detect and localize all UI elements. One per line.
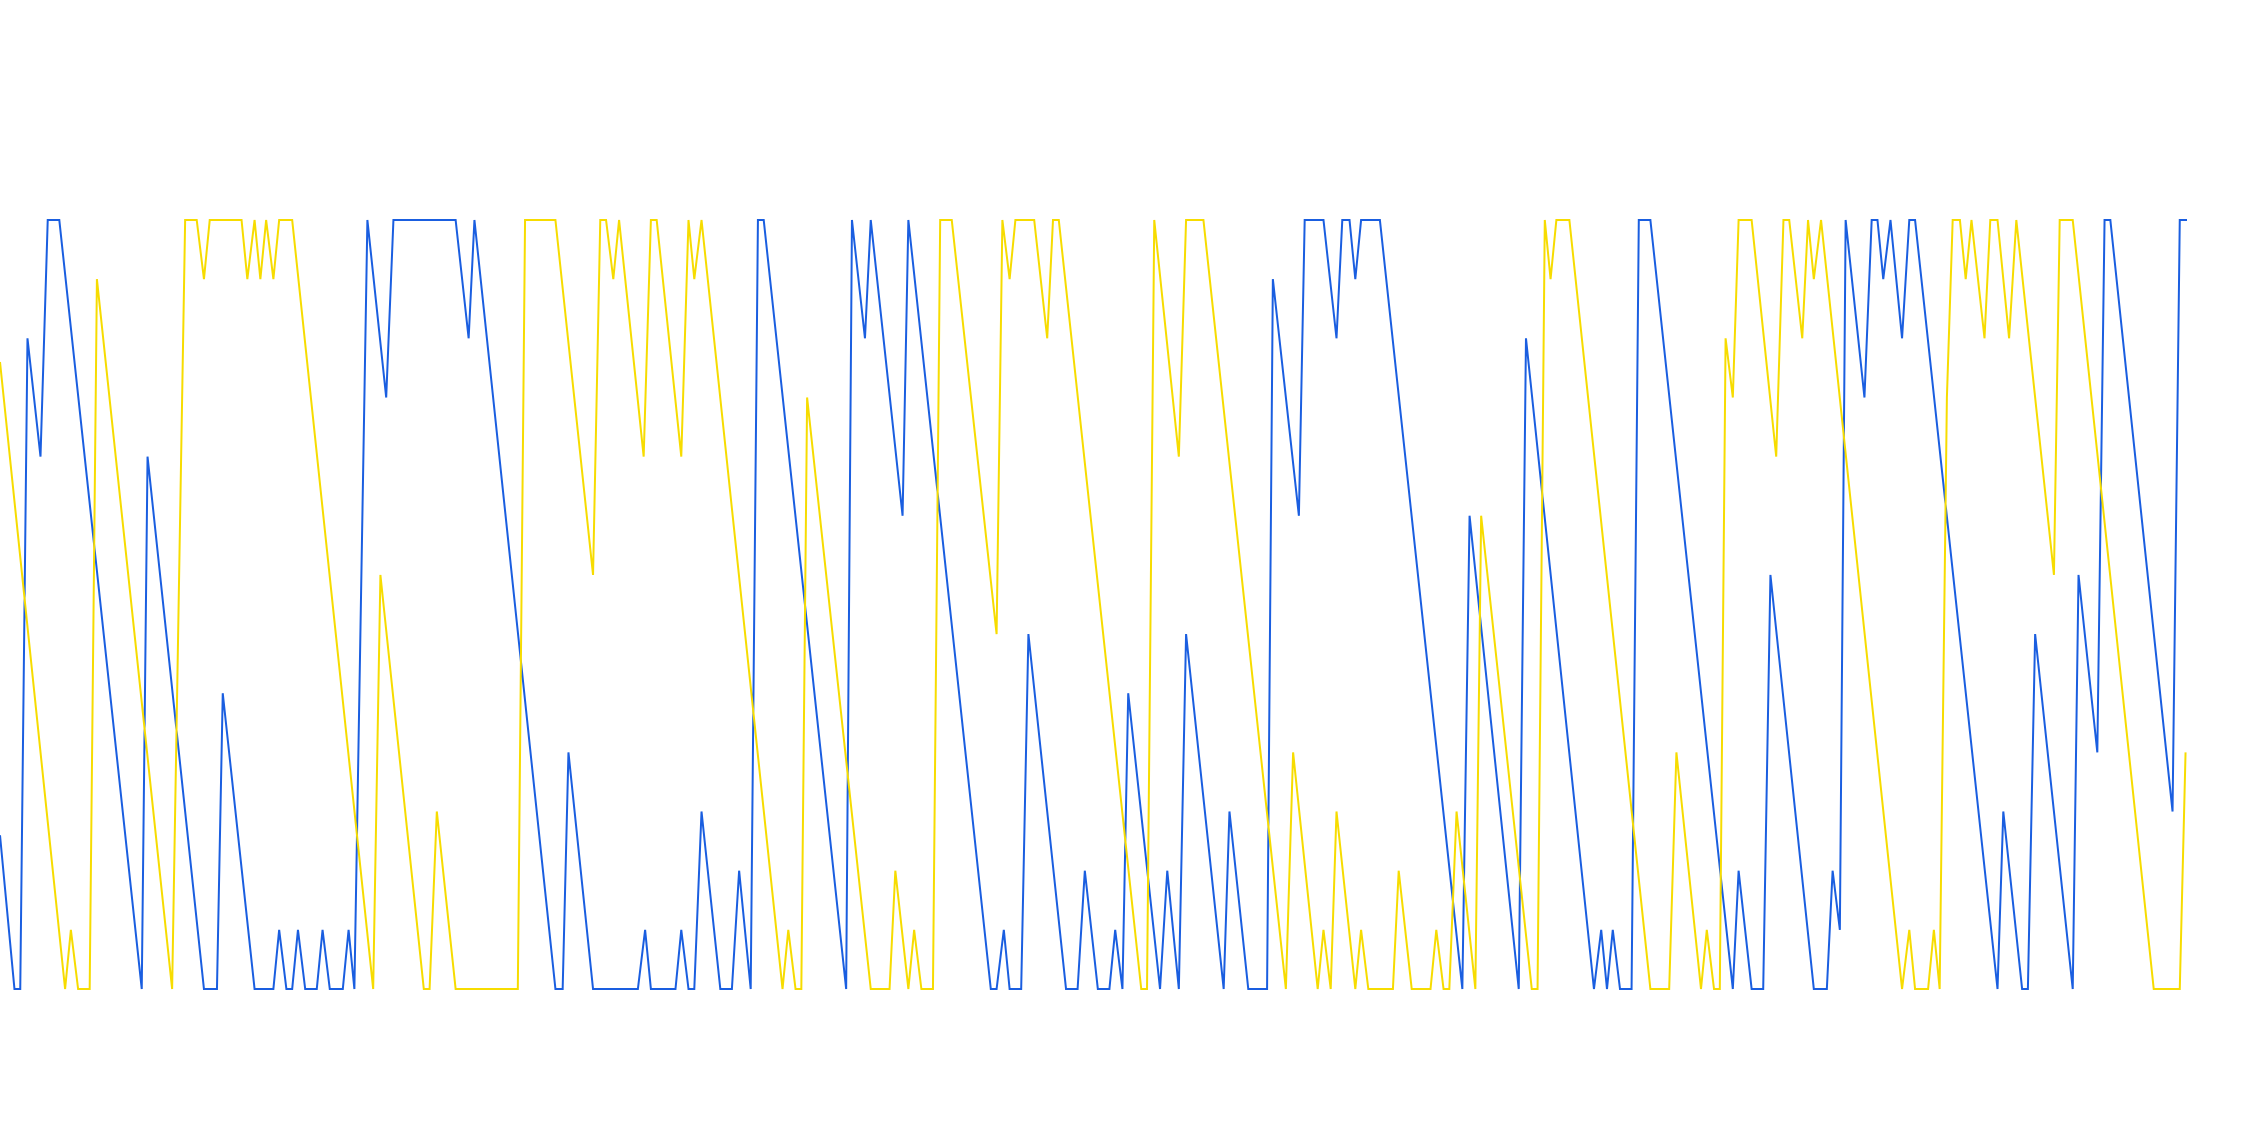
data-line	[0, 219, 2187, 990]
data-line	[0, 219, 2187, 990]
